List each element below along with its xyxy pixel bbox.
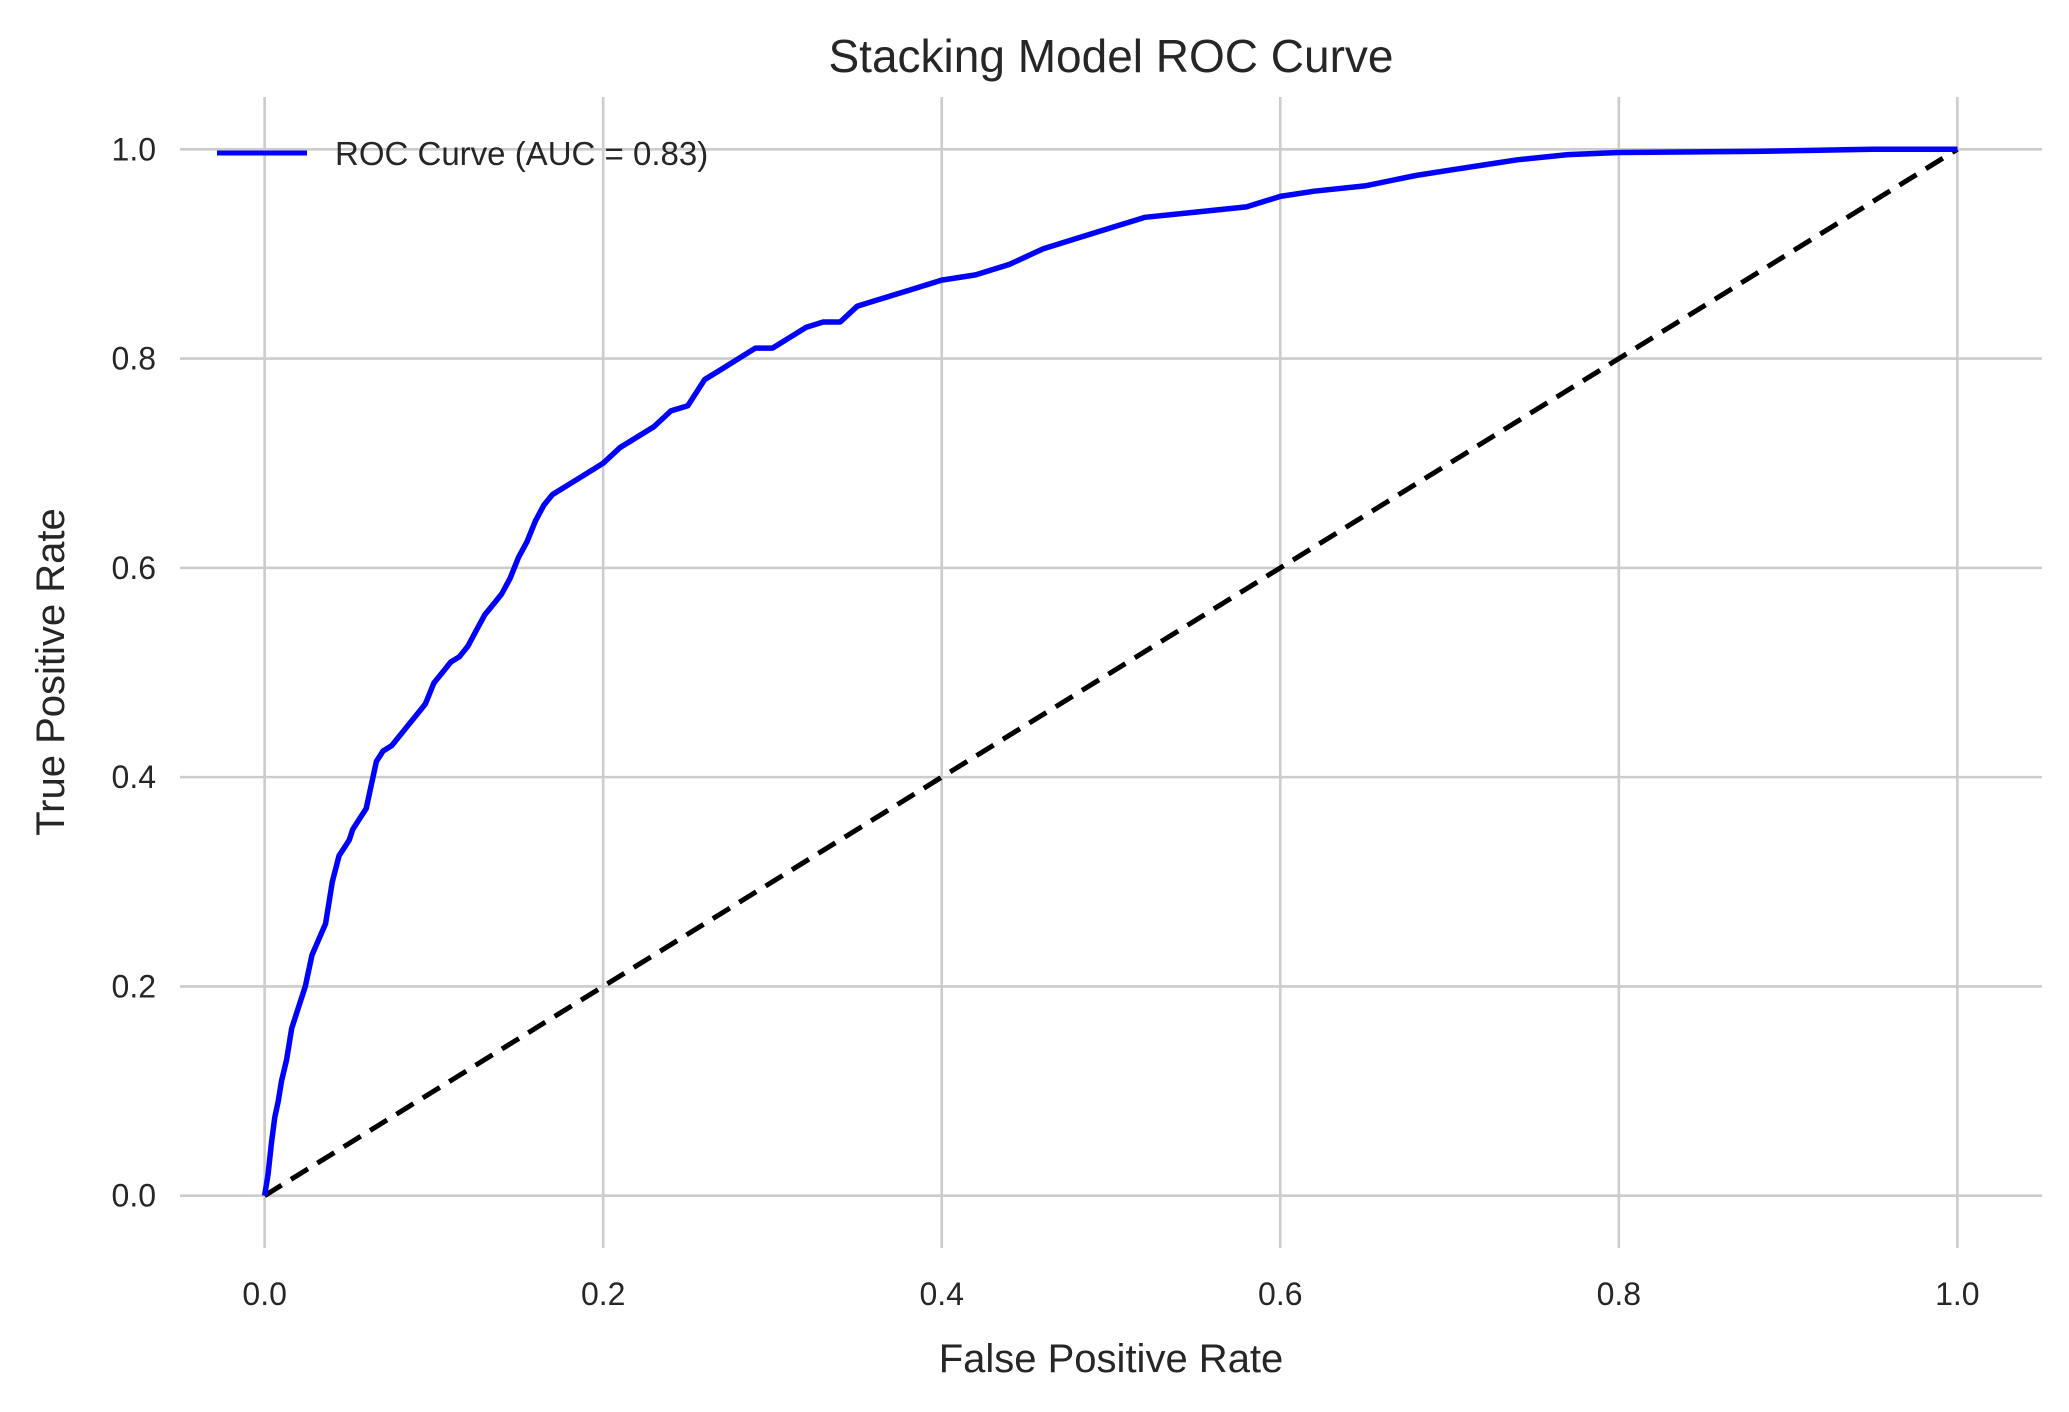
x-tick-label: 0.2 xyxy=(581,1276,625,1312)
y-tick-label: 0.2 xyxy=(112,968,156,1004)
y-tick-label: 0.6 xyxy=(112,550,156,586)
tick-labels: 0.0 0.2 0.4 0.6 0.8 1.0 0.0 0.2 0.4 0.6 0.8 1.0 xyxy=(112,131,1980,1312)
y-tick-label: 0.8 xyxy=(112,341,156,377)
diagonal-reference-line xyxy=(263,147,1959,1198)
x-axis-label: False Positive Rate xyxy=(939,1337,1284,1381)
x-tick-label: 0.8 xyxy=(1597,1276,1641,1312)
y-tick-label: 0.4 xyxy=(112,759,156,795)
y-tick-label: 0.0 xyxy=(112,1178,156,1214)
x-tick-label: 0.4 xyxy=(919,1276,963,1312)
legend: ROC Curve (AUC = 0.83) xyxy=(217,135,708,172)
x-tick-label: 1.0 xyxy=(1935,1276,1979,1312)
legend-label-roc: ROC Curve (AUC = 0.83) xyxy=(335,135,708,172)
y-axis-label: True Positive Rate xyxy=(29,508,73,836)
x-tick-label: 0.6 xyxy=(1258,1276,1302,1312)
roc-curve-line xyxy=(261,146,1958,1197)
series-layer xyxy=(261,146,1959,1198)
y-tick-label: 1.0 xyxy=(112,131,156,167)
x-tick-label: 0.0 xyxy=(242,1276,286,1312)
chart-title: Stacking Model ROC Curve xyxy=(829,30,1394,82)
grid-layer xyxy=(180,97,2042,1248)
